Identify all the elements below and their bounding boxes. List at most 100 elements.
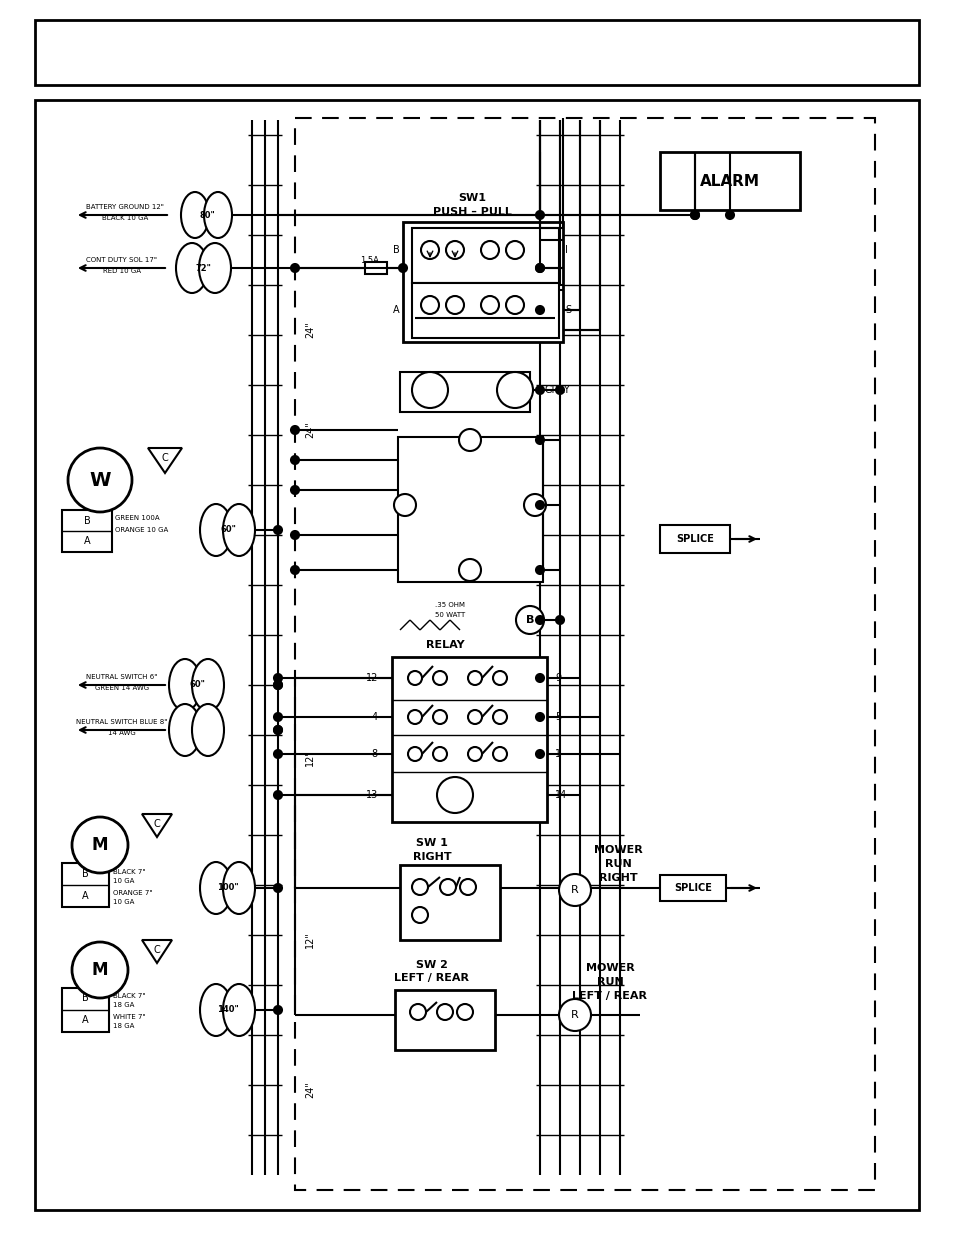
Circle shape <box>493 671 506 685</box>
Circle shape <box>274 680 282 689</box>
Text: BLACK 7": BLACK 7" <box>112 869 146 876</box>
Circle shape <box>505 296 523 314</box>
Circle shape <box>690 211 699 219</box>
Circle shape <box>412 879 428 895</box>
Circle shape <box>274 674 282 682</box>
Text: RIGHT: RIGHT <box>413 852 451 862</box>
Text: B: B <box>525 615 534 625</box>
Text: 50 WATT: 50 WATT <box>435 613 465 618</box>
Text: WHITE 7": WHITE 7" <box>112 1014 146 1020</box>
Text: 18 GA: 18 GA <box>112 1023 134 1029</box>
Circle shape <box>468 671 481 685</box>
Text: 72": 72" <box>194 263 211 273</box>
Circle shape <box>436 777 473 813</box>
Circle shape <box>274 750 282 758</box>
Circle shape <box>536 501 543 509</box>
Text: LEFT / REAR: LEFT / REAR <box>395 973 469 983</box>
Circle shape <box>446 241 463 259</box>
Circle shape <box>536 211 543 219</box>
Text: 1: 1 <box>555 748 560 760</box>
Circle shape <box>274 713 282 721</box>
Circle shape <box>459 879 476 895</box>
Circle shape <box>468 710 481 724</box>
Text: 12": 12" <box>305 931 314 948</box>
Text: S: S <box>564 305 571 315</box>
Bar <box>62 510 112 552</box>
Circle shape <box>274 884 282 892</box>
Circle shape <box>398 264 407 272</box>
Ellipse shape <box>192 659 224 711</box>
Text: 10 GA: 10 GA <box>112 899 134 905</box>
Circle shape <box>558 874 590 906</box>
Text: SPLICE: SPLICE <box>676 534 713 543</box>
Text: SW 2: SW 2 <box>416 960 448 969</box>
Circle shape <box>536 306 543 314</box>
Circle shape <box>458 429 480 451</box>
Text: SW 1: SW 1 <box>416 839 448 848</box>
Text: A: A <box>82 1015 89 1025</box>
Circle shape <box>71 942 128 998</box>
Circle shape <box>433 747 447 761</box>
Circle shape <box>446 296 463 314</box>
Text: PUSH – PULL: PUSH – PULL <box>432 207 511 217</box>
Circle shape <box>523 494 545 516</box>
Text: W: W <box>90 471 111 489</box>
Circle shape <box>412 906 428 923</box>
Text: BATTERY GROUND 12": BATTERY GROUND 12" <box>86 204 164 210</box>
Text: A: A <box>82 890 89 902</box>
Ellipse shape <box>169 704 201 756</box>
Text: 13: 13 <box>365 790 377 800</box>
Circle shape <box>493 747 506 761</box>
Circle shape <box>433 671 447 685</box>
Circle shape <box>505 241 523 259</box>
Circle shape <box>725 211 733 219</box>
Circle shape <box>420 241 438 259</box>
Bar <box>402 222 562 342</box>
Ellipse shape <box>199 243 231 293</box>
Circle shape <box>458 559 480 580</box>
Text: B: B <box>393 245 399 254</box>
Ellipse shape <box>223 984 254 1036</box>
Text: M: M <box>91 836 108 853</box>
Circle shape <box>408 747 421 761</box>
Circle shape <box>536 713 543 721</box>
Bar <box>395 990 495 1050</box>
Circle shape <box>274 680 282 689</box>
Text: NEUTRAL SWITCH BLUE 8": NEUTRAL SWITCH BLUE 8" <box>76 719 168 725</box>
Text: B: B <box>82 869 89 879</box>
Text: GRAY: GRAY <box>544 385 570 395</box>
Text: ORANGE 10 GA: ORANGE 10 GA <box>115 527 168 534</box>
Circle shape <box>274 726 282 734</box>
Text: C: C <box>153 945 160 955</box>
Text: B: B <box>84 516 91 526</box>
Circle shape <box>291 487 298 494</box>
Ellipse shape <box>200 504 232 556</box>
Text: SW1: SW1 <box>457 193 485 203</box>
Circle shape <box>536 566 543 574</box>
Text: ALARM: ALARM <box>700 173 760 189</box>
Ellipse shape <box>200 862 232 914</box>
Text: 100": 100" <box>217 883 238 893</box>
Text: A: A <box>84 536 91 546</box>
Text: 4: 4 <box>372 713 377 722</box>
Circle shape <box>274 790 282 799</box>
Circle shape <box>291 566 298 574</box>
Circle shape <box>536 436 543 445</box>
Text: .35 OHM: .35 OHM <box>435 601 464 608</box>
Text: SPLICE: SPLICE <box>674 883 711 893</box>
Circle shape <box>558 999 590 1031</box>
Circle shape <box>291 264 298 272</box>
Circle shape <box>274 1007 282 1014</box>
Text: GREEN 14 AWG: GREEN 14 AWG <box>95 685 149 692</box>
Circle shape <box>436 1004 453 1020</box>
Circle shape <box>410 1004 426 1020</box>
Text: 12": 12" <box>305 750 314 767</box>
Bar <box>397 437 542 582</box>
Text: R: R <box>571 1010 578 1020</box>
Text: 80": 80" <box>199 210 214 220</box>
Circle shape <box>274 726 282 734</box>
Text: 14: 14 <box>555 790 567 800</box>
Circle shape <box>480 296 498 314</box>
Text: 1.5A: 1.5A <box>360 256 379 264</box>
Circle shape <box>439 879 456 895</box>
